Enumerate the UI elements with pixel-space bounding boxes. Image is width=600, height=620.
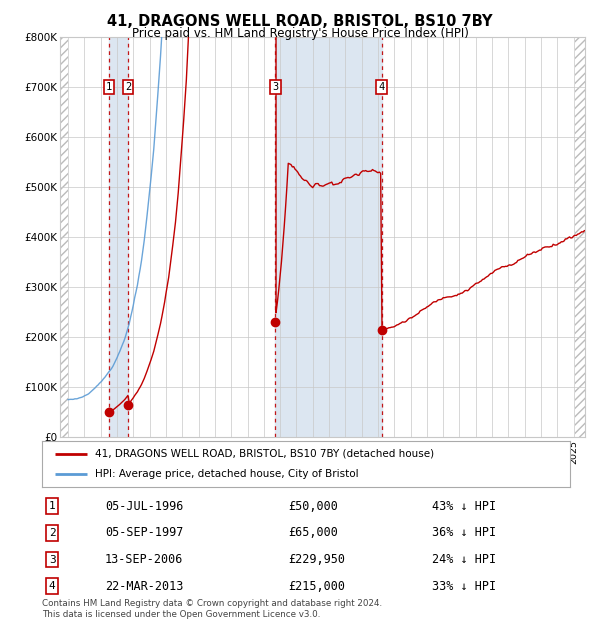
Text: 1: 1 <box>49 501 56 512</box>
Text: 4: 4 <box>379 82 385 92</box>
Text: £50,000: £50,000 <box>288 500 338 513</box>
Text: Contains HM Land Registry data © Crown copyright and database right 2024.
This d: Contains HM Land Registry data © Crown c… <box>42 600 382 619</box>
Bar <box>60 37 68 437</box>
Text: 41, DRAGONS WELL ROAD, BRISTOL, BS10 7BY (detached house): 41, DRAGONS WELL ROAD, BRISTOL, BS10 7BY… <box>95 449 434 459</box>
Bar <box>109 37 128 437</box>
Text: 43% ↓ HPI: 43% ↓ HPI <box>432 500 496 513</box>
Text: 24% ↓ HPI: 24% ↓ HPI <box>432 553 496 566</box>
Text: 2: 2 <box>49 528 56 538</box>
Text: Price paid vs. HM Land Registry's House Price Index (HPI): Price paid vs. HM Land Registry's House … <box>131 27 469 40</box>
Text: 1: 1 <box>106 82 112 92</box>
Text: £215,000: £215,000 <box>288 580 345 593</box>
Text: HPI: Average price, detached house, City of Bristol: HPI: Average price, detached house, City… <box>95 469 358 479</box>
Text: 22-MAR-2013: 22-MAR-2013 <box>105 580 184 593</box>
Text: 4: 4 <box>49 581 56 591</box>
Bar <box>575 37 585 437</box>
Text: 05-JUL-1996: 05-JUL-1996 <box>105 500 184 513</box>
Text: 36% ↓ HPI: 36% ↓ HPI <box>432 526 496 539</box>
Text: £229,950: £229,950 <box>288 553 345 566</box>
Text: 2: 2 <box>125 82 131 92</box>
Text: 33% ↓ HPI: 33% ↓ HPI <box>432 580 496 593</box>
Text: 3: 3 <box>49 554 56 565</box>
Text: 41, DRAGONS WELL ROAD, BRISTOL, BS10 7BY: 41, DRAGONS WELL ROAD, BRISTOL, BS10 7BY <box>107 14 493 29</box>
Bar <box>275 37 382 437</box>
Text: £65,000: £65,000 <box>288 526 338 539</box>
Text: 13-SEP-2006: 13-SEP-2006 <box>105 553 184 566</box>
Text: 05-SEP-1997: 05-SEP-1997 <box>105 526 184 539</box>
Text: 3: 3 <box>272 82 278 92</box>
